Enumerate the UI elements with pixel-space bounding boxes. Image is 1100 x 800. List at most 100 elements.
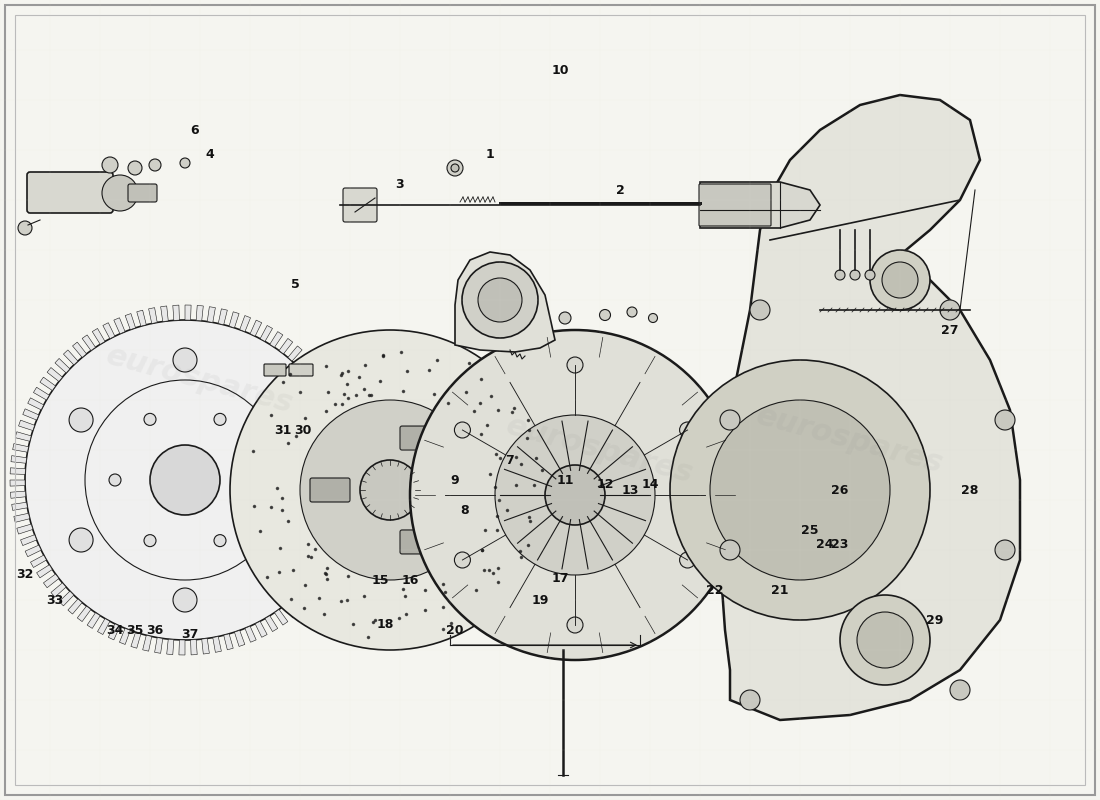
Circle shape xyxy=(566,357,583,373)
Polygon shape xyxy=(293,595,307,610)
Polygon shape xyxy=(14,514,30,522)
FancyBboxPatch shape xyxy=(289,364,314,376)
Polygon shape xyxy=(245,626,256,642)
FancyBboxPatch shape xyxy=(343,188,377,222)
Polygon shape xyxy=(229,312,239,328)
FancyBboxPatch shape xyxy=(128,184,157,202)
Text: 22: 22 xyxy=(706,583,724,597)
Circle shape xyxy=(680,422,695,438)
Polygon shape xyxy=(136,310,146,326)
Circle shape xyxy=(300,400,480,580)
Circle shape xyxy=(840,595,929,685)
Polygon shape xyxy=(98,618,110,634)
Polygon shape xyxy=(43,574,59,588)
Polygon shape xyxy=(318,382,333,395)
Circle shape xyxy=(410,330,740,660)
Text: 24: 24 xyxy=(816,538,834,551)
Circle shape xyxy=(144,534,156,546)
Polygon shape xyxy=(167,639,174,654)
Text: 20: 20 xyxy=(447,623,464,637)
Polygon shape xyxy=(343,497,359,504)
Polygon shape xyxy=(36,565,53,578)
Circle shape xyxy=(69,408,94,432)
Text: eurospares: eurospares xyxy=(503,411,696,489)
Polygon shape xyxy=(344,462,360,469)
Polygon shape xyxy=(265,616,277,631)
Text: 5: 5 xyxy=(290,278,299,291)
Text: 13: 13 xyxy=(621,483,639,497)
Polygon shape xyxy=(270,331,283,347)
Circle shape xyxy=(69,528,94,552)
Polygon shape xyxy=(185,305,191,320)
Polygon shape xyxy=(161,306,168,322)
Polygon shape xyxy=(28,398,44,410)
Text: 12: 12 xyxy=(596,478,614,491)
Polygon shape xyxy=(179,640,185,655)
Circle shape xyxy=(566,617,583,633)
Polygon shape xyxy=(279,338,293,354)
Circle shape xyxy=(720,410,740,430)
Polygon shape xyxy=(218,309,228,325)
Text: 8: 8 xyxy=(461,503,470,517)
Circle shape xyxy=(740,690,760,710)
Circle shape xyxy=(649,314,658,322)
Text: 29: 29 xyxy=(926,614,944,626)
Polygon shape xyxy=(25,545,41,557)
Polygon shape xyxy=(143,635,152,651)
Text: 27: 27 xyxy=(942,323,959,337)
Circle shape xyxy=(148,159,161,171)
Polygon shape xyxy=(120,628,130,645)
Polygon shape xyxy=(82,335,96,350)
Text: 33: 33 xyxy=(46,594,64,606)
Circle shape xyxy=(950,680,970,700)
Polygon shape xyxy=(455,252,556,352)
Polygon shape xyxy=(131,632,141,648)
Polygon shape xyxy=(212,637,221,652)
Polygon shape xyxy=(340,438,356,446)
Polygon shape xyxy=(339,518,355,528)
Circle shape xyxy=(18,221,32,235)
FancyBboxPatch shape xyxy=(400,530,440,554)
Polygon shape xyxy=(59,591,74,606)
Polygon shape xyxy=(73,342,87,358)
Polygon shape xyxy=(323,393,340,405)
Circle shape xyxy=(835,270,845,280)
Text: 10: 10 xyxy=(551,63,569,77)
Polygon shape xyxy=(321,560,337,573)
Text: 32: 32 xyxy=(16,569,34,582)
Text: 2: 2 xyxy=(616,183,625,197)
Circle shape xyxy=(277,528,301,552)
Text: 17: 17 xyxy=(551,571,569,585)
Text: 35: 35 xyxy=(126,623,144,637)
Circle shape xyxy=(865,270,874,280)
Polygon shape xyxy=(333,414,350,426)
Polygon shape xyxy=(31,555,46,567)
Polygon shape xyxy=(288,346,302,361)
Text: 34: 34 xyxy=(107,623,123,637)
Polygon shape xyxy=(300,587,315,602)
Polygon shape xyxy=(201,638,209,654)
Circle shape xyxy=(627,307,637,317)
Circle shape xyxy=(102,175,138,211)
Circle shape xyxy=(447,160,463,176)
Circle shape xyxy=(710,400,890,580)
FancyBboxPatch shape xyxy=(698,184,771,226)
Circle shape xyxy=(670,360,930,620)
Polygon shape xyxy=(68,599,82,614)
Polygon shape xyxy=(55,358,70,373)
Circle shape xyxy=(102,157,118,173)
Polygon shape xyxy=(77,606,91,622)
Polygon shape xyxy=(344,486,360,492)
Circle shape xyxy=(996,540,1015,560)
Polygon shape xyxy=(284,602,297,618)
Circle shape xyxy=(128,161,142,175)
Polygon shape xyxy=(190,640,197,655)
Text: 7: 7 xyxy=(506,454,515,466)
Polygon shape xyxy=(155,638,163,654)
Text: 1: 1 xyxy=(485,149,494,162)
Circle shape xyxy=(360,460,420,520)
Circle shape xyxy=(454,422,471,438)
Circle shape xyxy=(462,262,538,338)
Polygon shape xyxy=(13,444,29,452)
Polygon shape xyxy=(327,550,342,562)
